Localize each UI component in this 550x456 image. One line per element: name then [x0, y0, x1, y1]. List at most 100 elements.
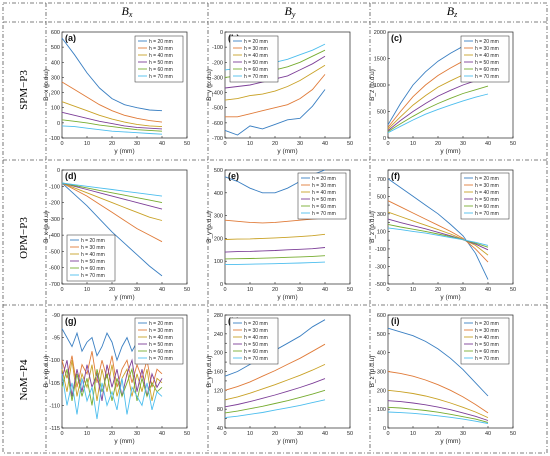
x-tick-label-f: 40: [485, 287, 491, 293]
column-header-bx: Bx: [122, 4, 133, 19]
legend-label-c: h = 40 mm: [475, 53, 499, 59]
panel-f: -500 -300 -100 100 300 500 700 0 10 20 30 40 50 y (mm…: [369, 169, 516, 301]
y-tick-label-d: -500: [49, 249, 60, 255]
series-line-h-5: [224, 399, 326, 419]
legend-box-d: [66, 234, 116, 282]
legend-label-i: h = 60 mm: [475, 349, 499, 355]
y-tick-label-a: 200: [51, 91, 60, 97]
legend-label-g: h = 60 mm: [149, 349, 173, 355]
y-tick-label-i: 400: [377, 351, 386, 357]
legend-f: h = 20 mmh = 30 mmh = 40 mmh = 50 mmh = …: [460, 172, 510, 220]
legend-label-i: h = 40 mm: [475, 335, 499, 341]
legend-box-g: [134, 317, 184, 365]
y-tick-label-d: -400: [49, 233, 60, 239]
panel-tag-d: (d): [65, 171, 77, 181]
series-line-f-5: [387, 227, 489, 246]
legend-label-g: h = 50 mm: [149, 342, 173, 348]
x-tick-label-d: 50: [184, 287, 190, 293]
legend-d: h = 20 mmh = 30 mmh = 40 mmh = 50 mmh = …: [66, 234, 116, 282]
y-tick-label-c: 0: [383, 136, 386, 142]
y-tick-label-c: 2000: [374, 30, 386, 36]
legend-label-f: h = 70 mm: [475, 211, 499, 217]
y-tick-label-g: -110: [49, 403, 60, 409]
panel-i: 0 100 200 300 400 500 600 0 10 20 30 40 50 y (mm) B_z …: [369, 313, 516, 445]
legend-e: h = 20 mmh = 30 mmh = 40 mmh = 50 mmh = …: [297, 172, 347, 220]
legend-box-e: [297, 172, 347, 220]
legend-label-c: h = 30 mm: [475, 46, 499, 52]
series-line-a-4: [61, 119, 163, 132]
panel-e: 0 100 200 300 400 500 0 10 20 30 40 50 y (mm) B_y (p.…: [206, 168, 353, 301]
legend-label-b: h = 50 mm: [244, 60, 268, 66]
y-tick-label-g: -100: [49, 358, 60, 364]
x-tick-label-g: 10: [84, 431, 90, 437]
y-axis-label-a: B_x (p.d.u): [43, 69, 50, 101]
y-tick-label-c: 500: [377, 110, 386, 116]
series-line-f-1: [387, 200, 489, 263]
column-header-bz: Bz: [447, 4, 458, 19]
legend-label-f: h = 60 mm: [475, 204, 499, 210]
y-tick-label-a: 0: [57, 121, 60, 127]
y-tick-label-a: 500: [51, 45, 60, 51]
y-tick-label-e: 300: [214, 214, 223, 220]
series-line-d-0: [61, 182, 163, 277]
y-tick-label-h: 280: [214, 313, 223, 319]
y-tick-label-b: -400: [212, 91, 223, 97]
series-line-i-1: [387, 371, 489, 414]
series-line-f-0: [387, 178, 489, 280]
y-tick-label-d: -700: [49, 282, 60, 288]
legend-label-d: h = 30 mm: [81, 245, 105, 251]
y-axis-label-f: B_z (p.d.u): [369, 211, 376, 243]
column-headers: Bx By Bz: [122, 4, 459, 19]
series-line-d-3: [61, 182, 163, 210]
y-tick-label-e: 400: [214, 191, 223, 197]
y-tick-label-f: -100: [375, 247, 386, 253]
legend-label-a: h = 50 mm: [149, 60, 173, 66]
column-header-bz-sub: z: [453, 10, 458, 19]
y-tick-label-i: 100: [377, 407, 386, 413]
series-line-f-2: [387, 211, 489, 256]
panel-tag-c: (c): [391, 33, 402, 43]
legend-label-d: h = 70 mm: [81, 273, 105, 279]
x-axis-label-d: y (mm): [114, 294, 134, 301]
x-tick-label-c: 50: [510, 141, 516, 147]
x-tick-label-c: 30: [460, 141, 466, 147]
x-tick-label-e: 10: [247, 287, 253, 293]
x-tick-label-g: 0: [60, 431, 63, 437]
y-tick-label-d: 0: [57, 168, 60, 174]
y-tick-label-h: 240: [214, 332, 223, 338]
legend-label-d: h = 40 mm: [81, 252, 105, 258]
column-header-by-main: B: [285, 4, 293, 18]
legend-label-i: h = 70 mm: [475, 356, 499, 362]
x-tick-label-h: 30: [297, 431, 303, 437]
y-tick-label-d: -100: [49, 184, 60, 190]
x-tick-label-a: 10: [84, 141, 90, 147]
legend-label-e: h = 50 mm: [312, 197, 336, 203]
y-axis-label-i: B_z (p.d.u): [369, 356, 376, 388]
legend-label-e: h = 70 mm: [312, 211, 336, 217]
panel-b: -700 -600 -500 -400 -300 -200 -100 0 0 10 20 30 40 50…: [206, 30, 353, 155]
x-tick-label-c: 20: [435, 141, 441, 147]
y-tick-label-b: 0: [220, 30, 223, 36]
x-tick-label-f: 10: [410, 287, 416, 293]
row-label-opm-p3: OPM−P3: [18, 217, 30, 259]
series-line-g-3: [61, 358, 163, 401]
panel-d: -700 -600 -500 -400 -300 -200 -100 0 0 10 20 30 40 50…: [43, 168, 190, 301]
y-tick-label-h: 40: [217, 426, 223, 432]
legend-label-b: h = 40 mm: [244, 53, 268, 59]
y-tick-label-f: 500: [377, 194, 386, 200]
x-tick-label-i: 10: [410, 431, 416, 437]
series-line-e-2: [224, 233, 326, 240]
x-tick-label-b: 10: [247, 141, 253, 147]
x-tick-label-b: 30: [297, 141, 303, 147]
legend-label-h: h = 50 mm: [244, 342, 268, 348]
panel-tag-g: (g): [65, 316, 77, 326]
series-line-e-5: [224, 261, 326, 266]
legend-label-f: h = 50 mm: [475, 197, 499, 203]
legend-label-h: h = 40 mm: [244, 335, 268, 341]
legend-label-d: h = 20 mm: [81, 238, 105, 244]
legend-label-h: h = 70 mm: [244, 356, 268, 362]
legend-i: h = 20 mmh = 30 mmh = 40 mmh = 50 mmh = …: [460, 317, 510, 365]
y-axis-label-d: B_x (p.d.u): [43, 211, 50, 243]
x-axis-label-i: y (mm): [440, 438, 460, 445]
y-tick-label-d: -600: [49, 266, 60, 272]
